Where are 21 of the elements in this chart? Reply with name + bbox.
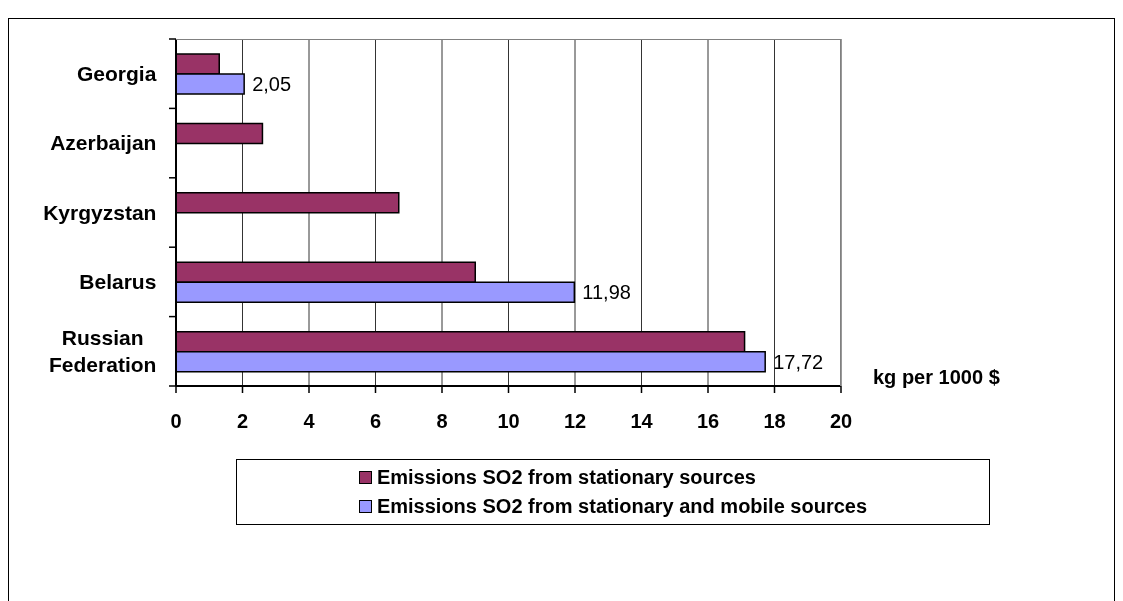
legend-label: Emissions SO2 from stationary sources [376,465,756,489]
legend-label: Emissions SO2 from stationary and mobile sources [376,495,868,519]
y-tick-label: Georgia [77,62,157,86]
y-tick-label: Azerbaijan [50,131,157,155]
x-tick-label: 10 [497,410,520,433]
x-tick-label: 16 [696,410,720,433]
data-label: 11,98 [582,281,631,304]
x-tick-label: 4 [303,410,316,433]
data-label: 2,05 [252,73,292,96]
y-tick-label: Kyrgyzstan [43,200,157,224]
x-tick-label: 2 [236,410,249,433]
x-tick-label: 8 [436,410,448,433]
x-tick-label: 12 [563,410,587,433]
x-tick-label: 0 [170,410,182,433]
x-tick-label: 14 [630,410,654,433]
x-axis-title: kg per 1000 $ [873,366,1000,389]
x-tick-label: 6 [369,410,382,433]
y-tick-label: Belarus [79,270,157,294]
x-tick-label: 18 [763,410,786,433]
x-tick-label: 20 [829,410,853,433]
y-tick-label: Russian Federation [49,326,157,377]
